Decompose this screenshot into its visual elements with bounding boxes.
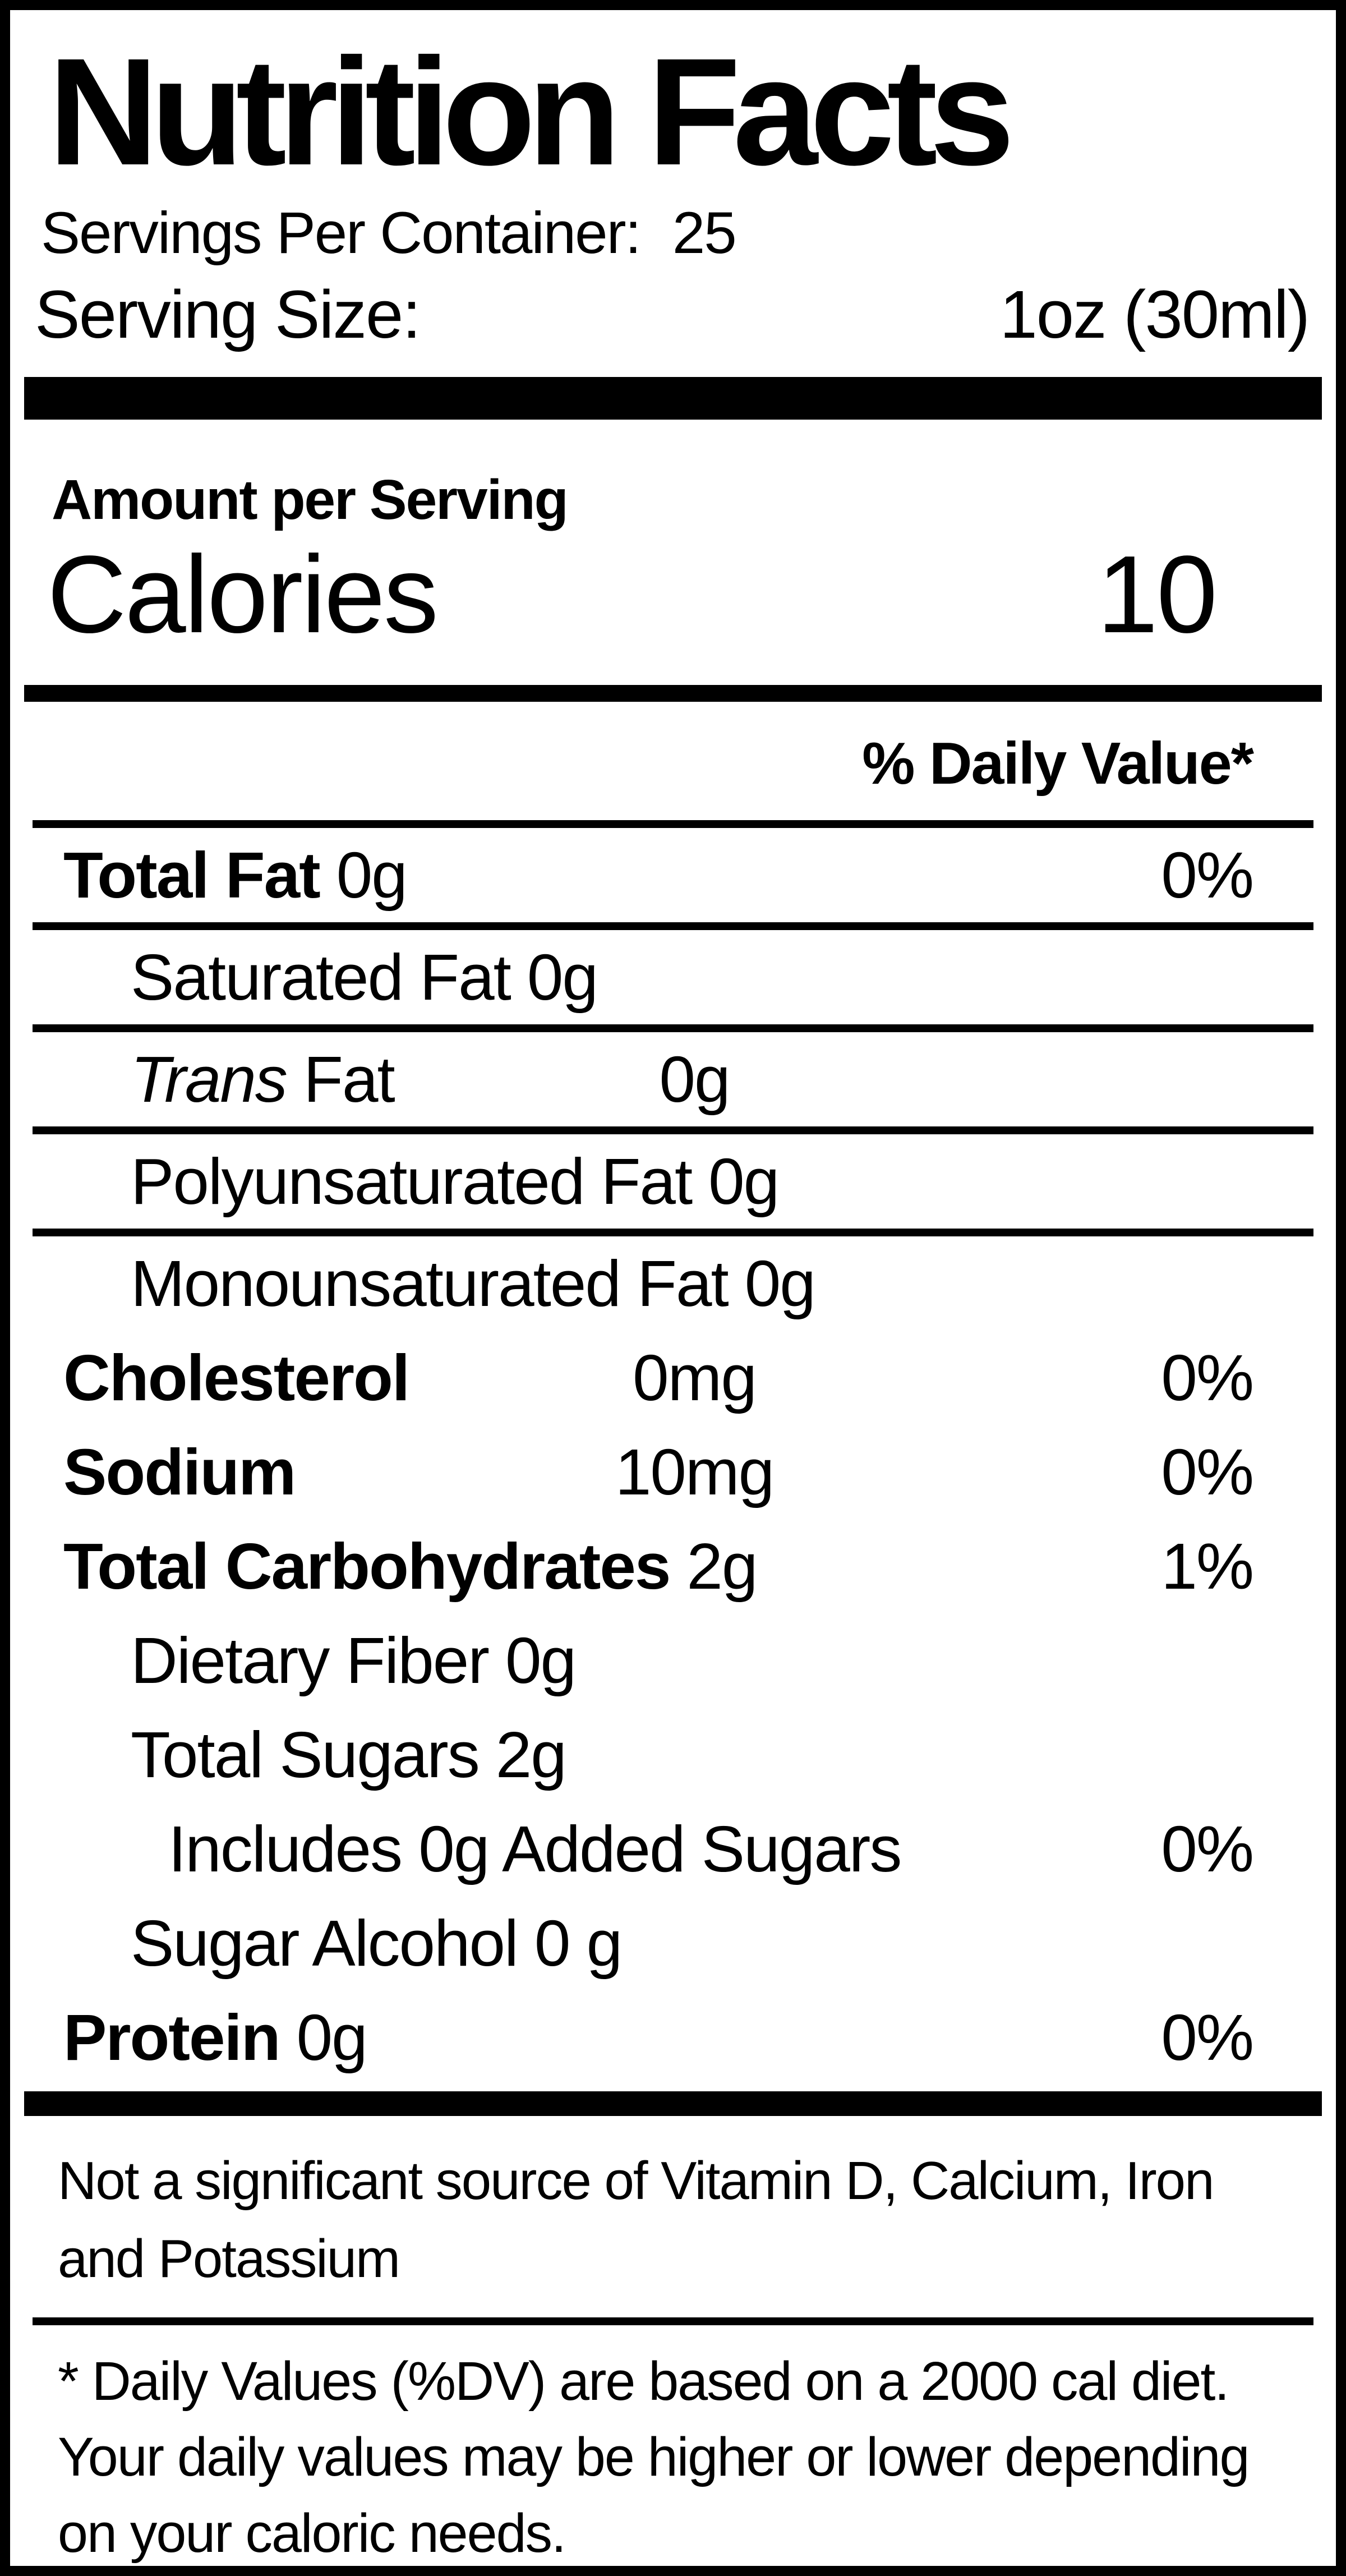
daily-value-header: % Daily Value*: [862, 730, 1254, 797]
divider-heavy-bottom: [24, 2091, 1322, 2117]
rule-total-fat: [33, 922, 1313, 931]
nutrient-row-polyunsaturated-fat: Polyunsaturated Fat 0g: [10, 1134, 1336, 1229]
nutrient-percent: 0%: [1161, 1436, 1254, 1509]
nutrient-row-added-sugars: Includes 0g Added Sugars 0%: [10, 1802, 1336, 1896]
nutrient-value: 0g: [744, 1247, 816, 1321]
rule-saturated-fat: [33, 1024, 1313, 1033]
nutrient-percent: 1%: [1161, 1530, 1254, 1603]
nutrient-value: 0g: [336, 839, 408, 912]
nutrient-value: 0g: [708, 1145, 780, 1218]
calories-row: Calories 10: [10, 537, 1336, 652]
nutrient-value: 2g: [495, 1718, 567, 1792]
serving-size-row: Serving Size: 1oz (30ml): [10, 275, 1336, 353]
nutrient-value: 0mg: [633, 1341, 757, 1415]
nutrient-row-saturated-fat: Saturated Fat 0g: [10, 930, 1336, 1024]
nutrient-label: Total Sugars: [131, 1718, 480, 1792]
nutrient-value: 2g: [686, 1530, 758, 1603]
nutrient-row-cholesterol: Cholesterol 0mg 0%: [10, 1331, 1336, 1425]
serving-size-value: 1oz (30ml): [999, 276, 1310, 353]
nutrient-percent: 0%: [1161, 2001, 1254, 2074]
nutrient-row-protein: Protein 0g 0%: [10, 1990, 1336, 2085]
nutrient-label: Dietary Fiber: [131, 1624, 490, 1698]
nutrient-label: Monounsaturated Fat: [131, 1247, 729, 1321]
divider-thick-top: [24, 377, 1322, 420]
nutrient-label: Sugar Alcohol: [131, 1907, 519, 1980]
nutrient-value: 0 g: [534, 1907, 623, 1980]
rule-above-footnote: [33, 2317, 1313, 2325]
nutrient-value: 0g: [296, 2001, 368, 2074]
nutrient-row-sugar-alcohol: Sugar Alcohol 0 g: [10, 1896, 1336, 1990]
amount-per-serving-label: Amount per Serving: [52, 468, 569, 532]
nutrient-percent: 0%: [1161, 839, 1254, 912]
calories-value: 10: [1096, 533, 1218, 656]
nutrient-label: Polyunsaturated Fat: [131, 1145, 693, 1218]
calories-label: Calories: [47, 533, 439, 656]
nutrient-percent: 0%: [1161, 1341, 1254, 1415]
nutrient-label: Cholesterol: [63, 1341, 410, 1415]
nutrient-row-total-sugars: Total Sugars 2g: [10, 1708, 1336, 1802]
nutrient-value: 0g: [659, 1043, 730, 1116]
nutrient-row-sodium: Sodium 10mg 0%: [10, 1425, 1336, 1519]
nutrient-row-dietary-fiber: Dietary Fiber 0g: [10, 1613, 1336, 1708]
nutrient-row-total-carbohydrates: Total Carbohydrates 2g 1%: [10, 1519, 1336, 1613]
nutrient-value: 0g: [505, 1624, 577, 1698]
nutrient-row-trans-fat: Trans Fat 0g: [10, 1032, 1336, 1126]
not-significant-note: Not a significant source of Vitamin D, C…: [58, 2151, 1214, 2289]
nutrient-label: Total Fat: [63, 839, 321, 912]
daily-value-footnote: * Daily Values (%DV) are based on a 2000…: [58, 2350, 1250, 2564]
nutrient-value: 10mg: [615, 1436, 775, 1509]
divider-medium-calories: [24, 685, 1322, 702]
nutrient-value: 0g: [527, 941, 598, 1014]
nutrient-label: Protein: [63, 2001, 281, 2074]
nutrient-label: Includes 0g Added Sugars: [168, 1813, 902, 1886]
nutrient-label: Total Carbohydrates: [63, 1530, 671, 1603]
nutrient-label: Saturated Fat: [131, 941, 511, 1014]
servings-per-container-row: Servings Per Container: 25: [41, 200, 1336, 267]
servings-per-container-value: 25: [672, 200, 737, 266]
nutrient-label: Fat: [286, 1043, 395, 1116]
rule-trans-fat: [33, 1126, 1313, 1135]
nutrient-label: Sodium: [63, 1436, 296, 1509]
label-title: Nutrition Facts: [48, 26, 1015, 197]
nutrient-label-italic: Trans: [131, 1043, 288, 1116]
serving-size-label: Serving Size:: [35, 276, 421, 353]
rule-polyunsaturated-fat: [33, 1229, 1313, 1237]
nutrient-percent: 0%: [1161, 1813, 1254, 1886]
servings-per-container-label: Servings Per Container:: [41, 200, 642, 266]
rule-under-dv-header: [33, 820, 1313, 829]
nutrient-row-total-fat: Total Fat 0g 0%: [10, 828, 1336, 922]
nutrient-row-monounsaturated-fat: Monounsaturated Fat 0g: [10, 1236, 1336, 1331]
